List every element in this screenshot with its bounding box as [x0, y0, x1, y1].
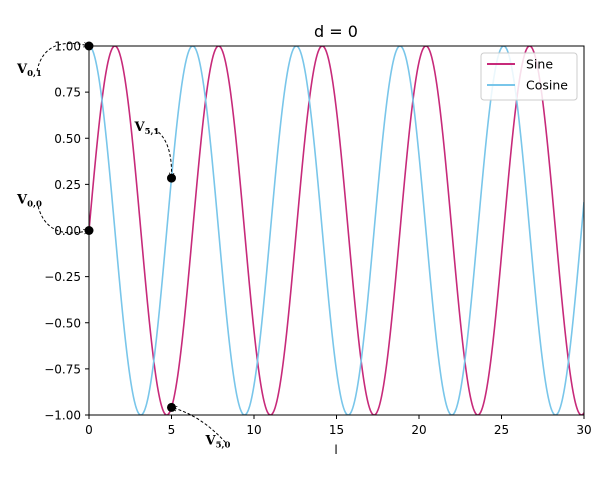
annotations: V0,0 V0,1 V5,0 V5,1: [16, 41, 231, 450]
x-axis: 0 5 10 15 20 25 30: [85, 415, 592, 437]
legend-label-cosine: Cosine: [526, 78, 568, 93]
annotated-point: [167, 173, 176, 183]
x-tick-label: 10: [246, 423, 261, 437]
y-tick-label: 0.50: [54, 132, 81, 146]
x-tick-label: 30: [576, 423, 591, 437]
annotated-point: [84, 41, 94, 51]
series-line-sine: [89, 46, 584, 415]
annotation-label: V5,0: [205, 433, 231, 450]
x-tick-label: 0: [85, 423, 93, 437]
x-tick-label: 25: [494, 423, 509, 437]
x-tick-label: 15: [329, 423, 344, 437]
legend: Sine Cosine: [480, 52, 578, 101]
y-tick-label: −1.00: [44, 409, 81, 423]
y-tick-label: 1.00: [54, 40, 81, 54]
x-tick-label: 5: [168, 423, 176, 437]
annotation-arrow: [36, 43, 89, 72]
y-tick-label: −0.75: [44, 362, 81, 376]
y-tick-label: 0.25: [54, 178, 81, 192]
plot-area: [88, 45, 585, 416]
annotation-label: V0,0: [16, 193, 42, 210]
series-line-cosine: [89, 46, 584, 415]
chart-title: d = 0: [314, 22, 358, 41]
x-tick-label: 20: [411, 423, 426, 437]
x-axis-label: l: [334, 443, 337, 457]
annotation-arrow: [36, 201, 89, 233]
annotated-point: [84, 226, 94, 235]
annotated-point: [167, 402, 176, 412]
legend-label-sine: Sine: [526, 57, 553, 72]
annotation-label: V0,1: [16, 62, 42, 79]
y-tick-label: −0.25: [44, 270, 81, 284]
y-tick-label: −0.50: [44, 316, 81, 330]
plot-frame: [88, 45, 585, 416]
y-tick-label: 0.75: [54, 86, 81, 100]
annotation-label: V5,1: [134, 120, 160, 137]
y-tick-label: 0.00: [54, 224, 81, 238]
y-axis: −1.00 −0.75 −0.50 −0.25 0.00 0.25 0.50 0.75 1.00: [44, 40, 89, 423]
annotation-arrow: [154, 128, 172, 178]
annotation-arrow: [172, 407, 226, 443]
